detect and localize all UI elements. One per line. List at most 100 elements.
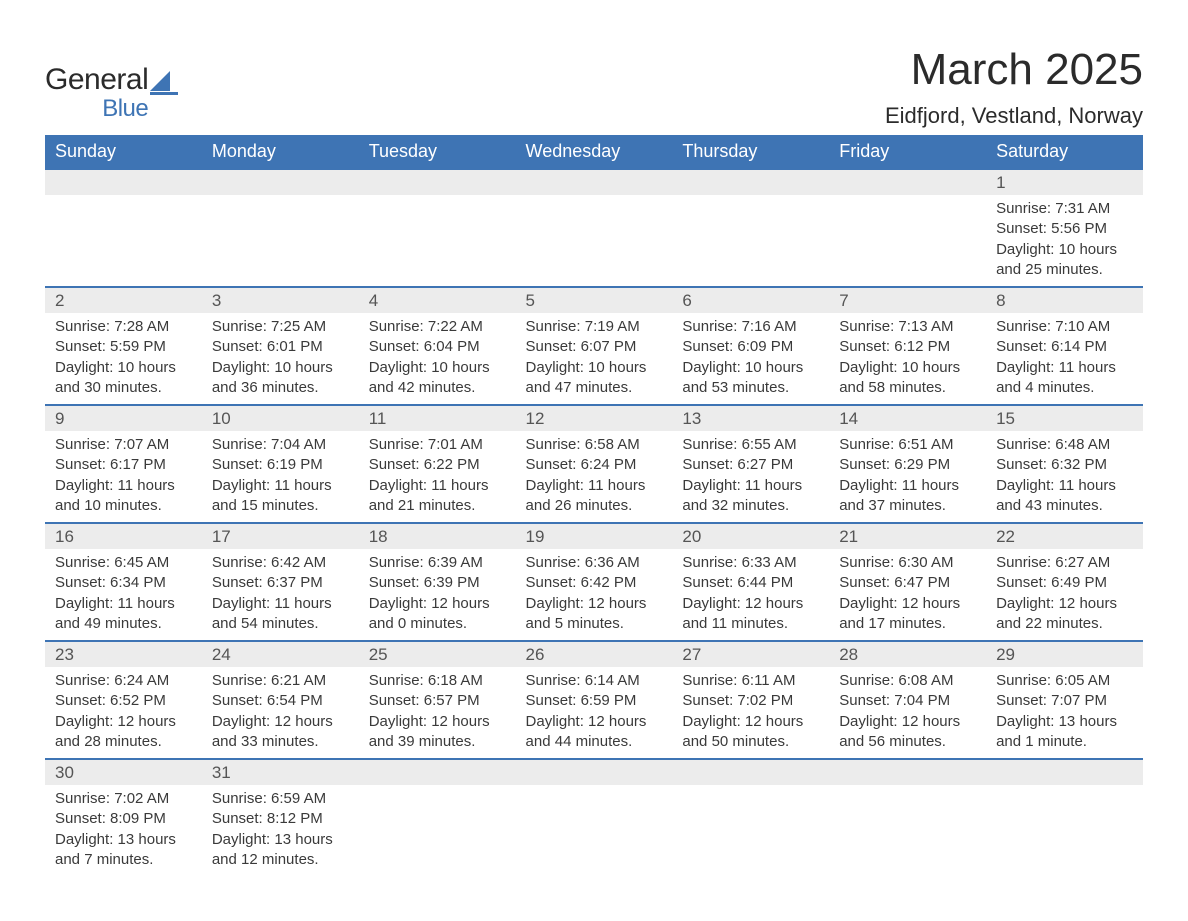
day-header-cell: Tuesday <box>359 135 516 169</box>
week-data-row: Sunrise: 7:28 AMSunset: 5:59 PM Daylight:… <box>45 313 1143 405</box>
sunrise-line: Sunrise: 6:36 AM <box>526 553 663 573</box>
day-data-cell: Sunrise: 7:01 AMSunset: 6:22 PMDaylight:… <box>359 431 516 523</box>
day-number-cell <box>359 759 516 785</box>
day-number-cell: 15 <box>986 405 1143 431</box>
day-data-cell: Sunrise: 7:28 AMSunset: 5:59 PMDaylight:… <box>45 313 202 405</box>
daylight-line: Daylight: 11 hours and 10 minutes. <box>55 476 192 517</box>
day-number-cell: 6 <box>672 287 829 313</box>
sunset-line: Sunset: 6:49 PM <box>996 573 1133 593</box>
sunset-line: Sunset: 6:59 PM <box>526 691 663 711</box>
day-data-cell: Sunrise: 6:45 AMSunset: 6:34 PMDaylight:… <box>45 549 202 641</box>
logo-text-general: General <box>45 65 148 95</box>
day-number-cell: 17 <box>202 523 359 549</box>
day-number-cell <box>45 169 202 195</box>
sunrise-line: Sunrise: 6:51 AM <box>839 435 976 455</box>
sunset-line: Sunset: 6:12 PM <box>839 337 976 357</box>
day-number-cell: 14 <box>829 405 986 431</box>
day-number-cell: 11 <box>359 405 516 431</box>
day-number-cell: 19 <box>516 523 673 549</box>
daylight-line: Daylight: 11 hours and 26 minutes. <box>526 476 663 517</box>
day-number-cell: 27 <box>672 641 829 667</box>
logo-sail-icon <box>150 71 178 95</box>
sunset-line: Sunset: 6:57 PM <box>369 691 506 711</box>
week-daynum-row: 2345678 <box>45 287 1143 313</box>
day-data-cell: Sunrise: 7:04 AMSunset: 6:19 PMDaylight:… <box>202 431 359 523</box>
sunset-line: Sunset: 6:04 PM <box>369 337 506 357</box>
daylight-line: Daylight: 12 hours and 28 minutes. <box>55 712 192 753</box>
daylight-line: Daylight: 12 hours and 50 minutes. <box>682 712 819 753</box>
sunset-line: Sunset: 6:19 PM <box>212 455 349 475</box>
day-data-cell: Sunrise: 6:55 AMSunset: 6:27 PMDaylight:… <box>672 431 829 523</box>
week-daynum-row: 23242526272829 <box>45 641 1143 667</box>
daylight-line: Daylight: 10 hours and 42 minutes. <box>369 358 506 399</box>
daylight-line: Daylight: 10 hours and 58 minutes. <box>839 358 976 399</box>
daylight-line: Daylight: 13 hours and 1 minute. <box>996 712 1133 753</box>
day-number-cell: 1 <box>986 169 1143 195</box>
day-header-cell: Thursday <box>672 135 829 169</box>
day-header-cell: Sunday <box>45 135 202 169</box>
daylight-line: Daylight: 10 hours and 53 minutes. <box>682 358 819 399</box>
day-number-cell <box>829 169 986 195</box>
sunset-line: Sunset: 6:29 PM <box>839 455 976 475</box>
day-number-cell: 23 <box>45 641 202 667</box>
day-data-cell: Sunrise: 7:19 AMSunset: 6:07 PMDaylight:… <box>516 313 673 405</box>
day-data-cell <box>359 785 516 876</box>
day-data-cell: Sunrise: 7:10 AMSunset: 6:14 PMDaylight:… <box>986 313 1143 405</box>
daylight-line: Daylight: 11 hours and 21 minutes. <box>369 476 506 517</box>
sunset-line: Sunset: 5:59 PM <box>55 337 192 357</box>
sunrise-line: Sunrise: 7:10 AM <box>996 317 1133 337</box>
day-data-cell: Sunrise: 6:39 AMSunset: 6:39 PMDaylight:… <box>359 549 516 641</box>
day-data-cell <box>829 195 986 287</box>
sunrise-line: Sunrise: 7:22 AM <box>369 317 506 337</box>
day-number-cell: 9 <box>45 405 202 431</box>
sunset-line: Sunset: 6:09 PM <box>682 337 819 357</box>
sunset-line: Sunset: 6:32 PM <box>996 455 1133 475</box>
day-number-cell: 30 <box>45 759 202 785</box>
sunrise-line: Sunrise: 6:08 AM <box>839 671 976 691</box>
day-data-cell: Sunrise: 6:42 AMSunset: 6:37 PMDaylight:… <box>202 549 359 641</box>
sunrise-line: Sunrise: 7:13 AM <box>839 317 976 337</box>
sunset-line: Sunset: 6:52 PM <box>55 691 192 711</box>
sunrise-line: Sunrise: 6:39 AM <box>369 553 506 573</box>
day-data-cell: Sunrise: 7:16 AMSunset: 6:09 PMDaylight:… <box>672 313 829 405</box>
sunset-line: Sunset: 6:07 PM <box>526 337 663 357</box>
sunrise-line: Sunrise: 6:59 AM <box>212 789 349 809</box>
day-data-cell: Sunrise: 6:27 AMSunset: 6:49 PMDaylight:… <box>986 549 1143 641</box>
day-data-cell <box>359 195 516 287</box>
sunset-line: Sunset: 6:17 PM <box>55 455 192 475</box>
day-number-cell: 29 <box>986 641 1143 667</box>
week-daynum-row: 16171819202122 <box>45 523 1143 549</box>
day-data-cell: Sunrise: 6:05 AMSunset: 7:07 PMDaylight:… <box>986 667 1143 759</box>
week-data-row: Sunrise: 7:31 AMSunset: 5:56 PMDaylight:… <box>45 195 1143 287</box>
sunset-line: Sunset: 6:22 PM <box>369 455 506 475</box>
month-title: March 2025 <box>885 45 1143 95</box>
day-data-cell: Sunrise: 7:22 AMSunset: 6:04 PMDaylight:… <box>359 313 516 405</box>
week-daynum-row: 9101112131415 <box>45 405 1143 431</box>
day-data-cell: Sunrise: 6:08 AMSunset: 7:04 PMDaylight:… <box>829 667 986 759</box>
title-block: March 2025 Eidfjord, Vestland, Norway <box>885 45 1143 129</box>
sunset-line: Sunset: 7:04 PM <box>839 691 976 711</box>
week-daynum-row: 1 <box>45 169 1143 195</box>
day-data-cell: Sunrise: 6:33 AMSunset: 6:44 PMDaylight:… <box>672 549 829 641</box>
day-number-cell: 25 <box>359 641 516 667</box>
day-number-cell <box>516 169 673 195</box>
daylight-line: Daylight: 12 hours and 5 minutes. <box>526 594 663 635</box>
sunrise-line: Sunrise: 7:25 AM <box>212 317 349 337</box>
day-header-cell: Wednesday <box>516 135 673 169</box>
sunset-line: Sunset: 6:27 PM <box>682 455 819 475</box>
sunrise-line: Sunrise: 7:31 AM <box>996 199 1133 219</box>
sunset-line: Sunset: 6:47 PM <box>839 573 976 593</box>
daylight-line: Daylight: 11 hours and 37 minutes. <box>839 476 976 517</box>
day-number-cell: 18 <box>359 523 516 549</box>
daylight-line: Daylight: 12 hours and 33 minutes. <box>212 712 349 753</box>
day-header-cell: Saturday <box>986 135 1143 169</box>
sunset-line: Sunset: 5:56 PM <box>996 219 1133 239</box>
sunrise-line: Sunrise: 7:28 AM <box>55 317 192 337</box>
sunset-line: Sunset: 6:24 PM <box>526 455 663 475</box>
daylight-line: Daylight: 11 hours and 49 minutes. <box>55 594 192 635</box>
daylight-line: Daylight: 12 hours and 22 minutes. <box>996 594 1133 635</box>
sunrise-line: Sunrise: 6:42 AM <box>212 553 349 573</box>
day-data-cell: Sunrise: 6:51 AMSunset: 6:29 PMDaylight:… <box>829 431 986 523</box>
day-data-cell: Sunrise: 7:31 AMSunset: 5:56 PMDaylight:… <box>986 195 1143 287</box>
sunset-line: Sunset: 7:07 PM <box>996 691 1133 711</box>
